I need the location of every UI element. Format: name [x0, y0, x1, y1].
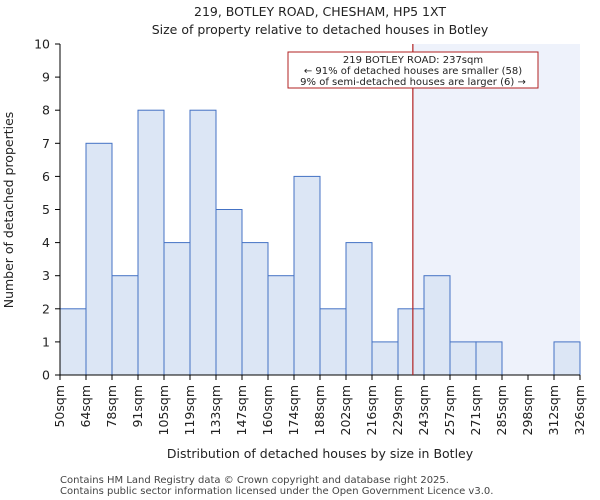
y-tick-label-8: 8 [42, 103, 50, 118]
annotation-line-3: 9% of semi-detached houses are larger (6… [300, 77, 526, 88]
x-tick-label-243sqm: 243sqm [416, 385, 431, 435]
bar-174sqm [293, 175, 321, 376]
bar-243sqm [423, 275, 451, 376]
y-tick-label-3: 3 [42, 268, 50, 283]
x-tick-label-160sqm: 160sqm [260, 385, 275, 435]
bar-160sqm [267, 275, 295, 376]
bar-271sqm [475, 341, 503, 376]
x-tick-label-202sqm: 202sqm [338, 385, 353, 435]
bar-257sqm [449, 341, 477, 376]
bar-105sqm [163, 242, 191, 376]
y-tick-label-6: 6 [42, 169, 50, 184]
x-tick-label-105sqm: 105sqm [156, 385, 171, 435]
annotation-line-1: 219 BOTLEY ROAD: 237sqm [343, 55, 483, 66]
x-tick-label-285sqm: 285sqm [494, 385, 509, 435]
bar-229sqm [397, 308, 425, 376]
bar-312sqm [553, 341, 581, 376]
x-tick-label-312sqm: 312sqm [546, 385, 561, 435]
bar-50sqm [59, 308, 87, 376]
y-tick-label-7: 7 [42, 136, 50, 151]
x-tick-label-326sqm: 326sqm [572, 385, 587, 435]
annotation-line-2: ← 91% of detached houses are smaller (58… [304, 66, 522, 77]
chart-title: 219, BOTLEY ROAD, CHESHAM, HP5 1XT [194, 4, 446, 19]
y-tick-label-5: 5 [42, 202, 50, 217]
bar-133sqm [215, 209, 243, 376]
footer-line-1: Contains HM Land Registry data © Crown c… [60, 475, 449, 486]
bar-202sqm [345, 242, 373, 376]
y-axis-label: Number of detached properties [1, 112, 16, 309]
x-axis-label: Distribution of detached houses by size … [167, 446, 474, 461]
x-tick-label-78sqm: 78sqm [104, 385, 119, 428]
chart-subtitle: Size of property relative to detached ho… [152, 22, 489, 37]
footer-line-2: Contains public sector information licen… [60, 486, 493, 497]
bar-91sqm [137, 109, 165, 376]
y-tick-label-2: 2 [42, 301, 50, 316]
y-tick-label-4: 4 [42, 235, 50, 250]
bar-147sqm [241, 242, 269, 376]
x-tick-label-64sqm: 64sqm [78, 385, 93, 428]
y-tick-label-0: 0 [42, 368, 50, 383]
bar-119sqm [189, 109, 217, 376]
x-tick-label-50sqm: 50sqm [52, 385, 67, 428]
x-tick-label-257sqm: 257sqm [442, 385, 457, 435]
x-tick-label-119sqm: 119sqm [182, 385, 197, 435]
x-tick-label-271sqm: 271sqm [468, 385, 483, 435]
x-tick-label-188sqm: 188sqm [312, 385, 327, 435]
x-tick-label-229sqm: 229sqm [390, 385, 405, 435]
y-tick-label-10: 10 [34, 37, 50, 52]
x-tick-label-133sqm: 133sqm [208, 385, 223, 435]
x-tick-label-174sqm: 174sqm [286, 385, 301, 435]
y-tick-label-1: 1 [42, 334, 50, 349]
bar-78sqm [111, 275, 139, 376]
x-tick-label-147sqm: 147sqm [234, 385, 249, 435]
x-tick-label-298sqm: 298sqm [520, 385, 535, 435]
x-tick-label-91sqm: 91sqm [130, 385, 145, 428]
bar-216sqm [371, 341, 399, 376]
x-tick-label-216sqm: 216sqm [364, 385, 379, 435]
annotation-box [287, 51, 539, 89]
bar-64sqm [85, 142, 113, 376]
y-tick-label-9: 9 [42, 70, 50, 85]
bar-188sqm [319, 308, 347, 376]
